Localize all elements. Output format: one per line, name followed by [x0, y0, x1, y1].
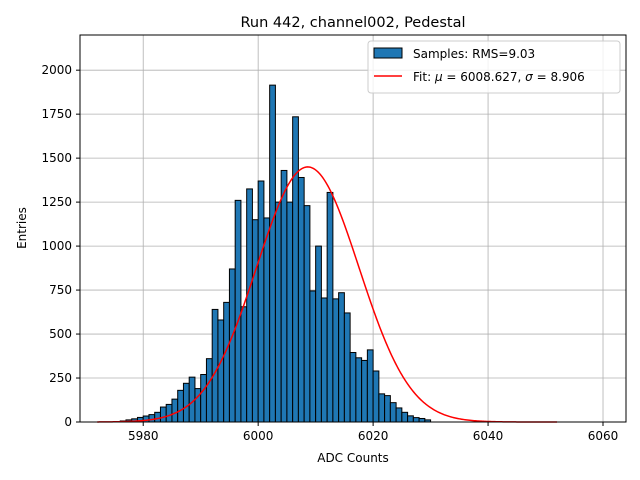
histogram-bar [257, 180, 265, 423]
histogram-bar [292, 116, 299, 423]
chart-title: Run 442, channel002, Pedestal [240, 15, 465, 31]
histogram-bar [205, 358, 213, 423]
histogram-bar [263, 217, 271, 423]
histogram-bar [165, 403, 173, 423]
histogram-bar [251, 219, 259, 423]
legend-box [367, 40, 621, 94]
histogram-bar [315, 245, 322, 423]
y-tick-label: 1500 [41, 151, 72, 165]
y-tick-label: 1250 [41, 195, 72, 209]
y-tick-label: 1750 [41, 107, 72, 121]
histogram-bar [320, 297, 328, 423]
histogram-bar [326, 191, 334, 423]
grid [80, 35, 626, 423]
legend-samples-swatch [373, 47, 403, 59]
histogram-bar [338, 292, 345, 423]
histogram-bar [154, 411, 161, 423]
x-axis-label: ADC Counts [317, 451, 389, 465]
y-tick-label: 500 [49, 327, 72, 341]
histogram-bar [274, 201, 282, 423]
x-tick-label: 6020 [358, 429, 389, 443]
legend-fit-label: Fit: μ = 6008.627, σ = 8.906 [413, 70, 585, 84]
histogram-bar [412, 417, 420, 423]
histogram-bar [246, 188, 253, 423]
histogram-bar [361, 359, 368, 423]
fit-curve [97, 166, 558, 423]
y-axis-ticks: 0 250 500 750 1000 1250 1500 1750 2000 [41, 63, 80, 429]
y-tick-label: 1000 [41, 239, 72, 253]
y-tick-label: 250 [49, 371, 72, 385]
legend: Samples: RMS=9.03 Fit: μ = 6008.627, σ =… [367, 40, 621, 94]
histogram-bar [378, 393, 386, 423]
histogram-bar [309, 290, 317, 423]
histogram-bar [332, 298, 340, 423]
histogram-bar [366, 349, 374, 423]
legend-samples-label: Samples: RMS=9.03 [413, 47, 535, 61]
histogram-bar [372, 370, 380, 423]
histogram-bar [401, 411, 409, 423]
histogram-bar [395, 407, 403, 423]
y-tick-label: 750 [49, 283, 72, 297]
x-tick-label: 5980 [128, 429, 159, 443]
histogram-bar [297, 176, 305, 423]
histogram-bar [384, 395, 391, 423]
y-axis-label: Entries [15, 207, 29, 249]
histogram-bar [407, 415, 414, 423]
histogram-bar [418, 417, 426, 423]
y-tick-label: 2000 [41, 63, 72, 77]
histogram-bar [200, 374, 207, 423]
histogram-bar [159, 406, 167, 423]
histogram-bar [303, 205, 311, 423]
histogram-bar [355, 357, 363, 423]
histogram-bar [211, 308, 219, 423]
histogram-bar [234, 199, 242, 423]
histogram-bar [240, 306, 248, 423]
histogram-bar [148, 414, 156, 423]
histogram-bar [223, 301, 230, 423]
x-tick-label: 6000 [243, 429, 274, 443]
histogram-bar [349, 352, 357, 423]
plot-frame [79, 34, 627, 423]
x-tick-label: 6060 [588, 429, 619, 443]
histogram-bar [217, 319, 225, 423]
histogram-bar [177, 389, 184, 423]
y-tick-label: 0 [64, 415, 72, 429]
histogram-bar [228, 268, 236, 423]
histogram-bar [269, 84, 276, 423]
histogram-bar [343, 312, 351, 423]
x-axis-ticks: 5980 6000 6020 6040 6060 [128, 422, 618, 443]
histogram-bar [171, 398, 179, 423]
histogram-bar [286, 201, 294, 423]
histogram-bar [389, 402, 397, 423]
histogram-bar [280, 169, 288, 423]
x-tick-label: 6040 [473, 429, 504, 443]
histogram-bar [182, 382, 190, 423]
